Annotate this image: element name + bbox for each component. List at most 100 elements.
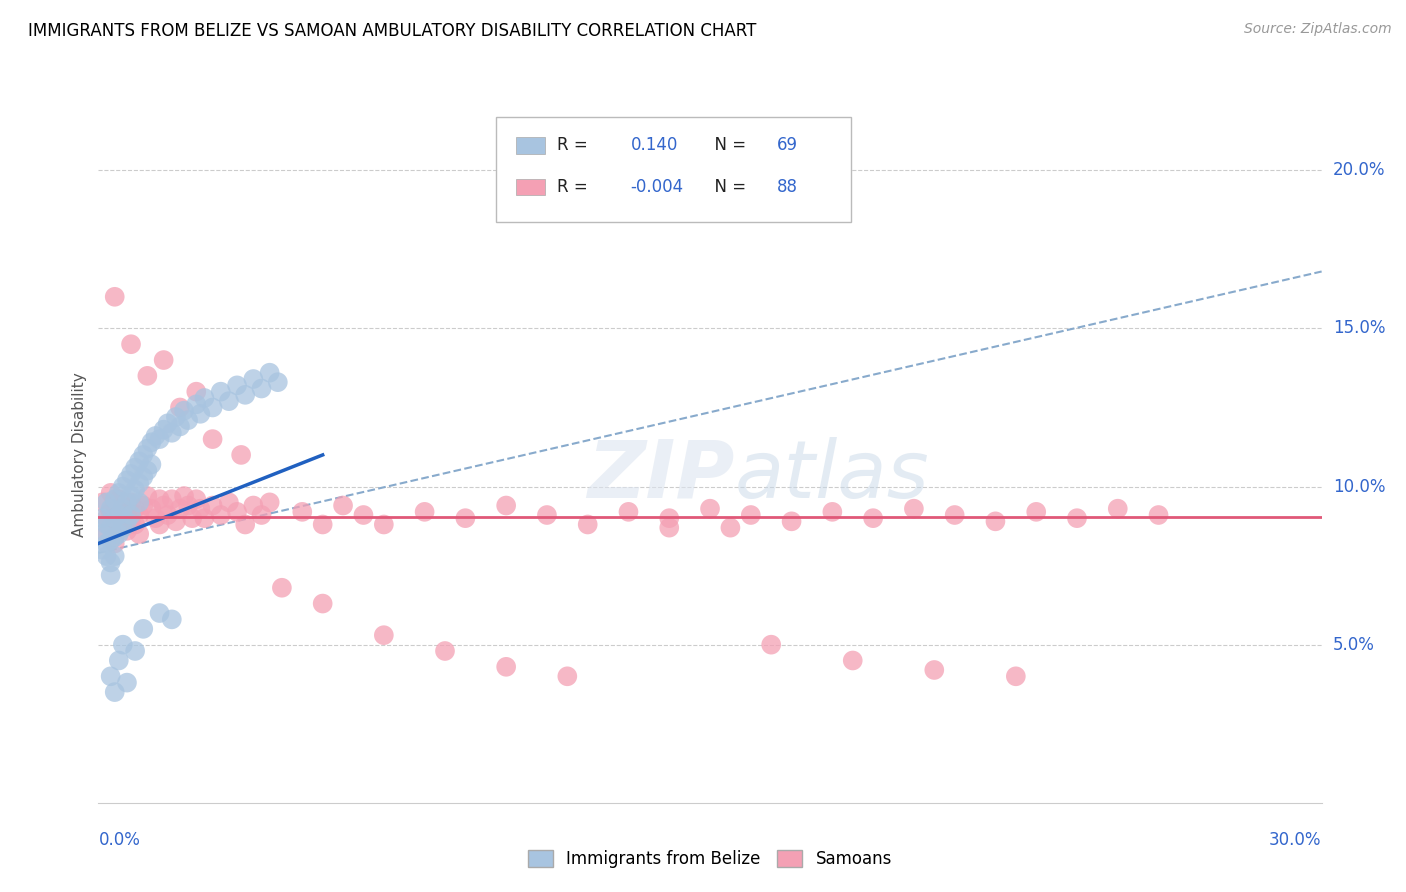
Text: R =: R = xyxy=(557,136,593,154)
Point xyxy=(115,524,138,538)
Point xyxy=(111,521,134,535)
Point xyxy=(141,435,163,450)
Point xyxy=(128,495,150,509)
Text: Source: ZipAtlas.com: Source: ZipAtlas.com xyxy=(1244,22,1392,37)
Point xyxy=(128,454,150,468)
Point xyxy=(104,530,127,544)
Point xyxy=(658,521,681,535)
Point xyxy=(108,527,131,541)
Point xyxy=(242,372,264,386)
Y-axis label: Ambulatory Disability: Ambulatory Disability xyxy=(72,373,87,537)
Point xyxy=(259,495,281,509)
Point xyxy=(128,527,150,541)
Point xyxy=(332,499,354,513)
Point xyxy=(141,501,163,516)
Point xyxy=(152,353,174,368)
Point xyxy=(209,508,232,522)
Point xyxy=(128,476,150,491)
Point xyxy=(124,460,146,475)
Point xyxy=(188,501,212,516)
Point xyxy=(149,432,172,446)
Point xyxy=(91,527,114,541)
Point xyxy=(576,517,599,532)
Point xyxy=(169,401,191,415)
Point xyxy=(291,505,314,519)
Point xyxy=(96,527,118,541)
Point xyxy=(617,505,640,519)
Point xyxy=(201,432,224,446)
Point xyxy=(943,508,966,522)
Point xyxy=(1107,501,1129,516)
Point xyxy=(124,644,146,658)
Point xyxy=(96,517,118,532)
Point xyxy=(250,508,273,522)
Point xyxy=(141,458,163,472)
Point xyxy=(132,470,155,484)
Point xyxy=(984,514,1007,528)
Point xyxy=(495,499,517,513)
Text: 5.0%: 5.0% xyxy=(1333,636,1375,654)
Point xyxy=(100,486,122,500)
Point xyxy=(740,508,762,522)
Point xyxy=(104,685,127,699)
Point xyxy=(1147,508,1170,522)
Point xyxy=(165,514,187,528)
Point xyxy=(115,495,138,509)
Point xyxy=(115,505,138,519)
Point xyxy=(111,501,134,516)
Point xyxy=(270,581,294,595)
Point xyxy=(193,511,215,525)
Point xyxy=(658,511,681,525)
Point xyxy=(149,517,172,532)
Point xyxy=(96,536,118,550)
Point xyxy=(160,425,183,440)
Legend: Immigrants from Belize, Samoans: Immigrants from Belize, Samoans xyxy=(522,843,898,874)
Text: N =: N = xyxy=(704,136,751,154)
Point xyxy=(104,511,127,525)
Point xyxy=(201,401,224,415)
Point xyxy=(495,660,517,674)
Point xyxy=(136,368,159,383)
Text: 0.0%: 0.0% xyxy=(98,830,141,848)
Point xyxy=(226,378,249,392)
Point xyxy=(108,653,131,667)
FancyBboxPatch shape xyxy=(516,178,546,195)
Point xyxy=(209,384,232,399)
Point xyxy=(233,388,256,402)
Point xyxy=(124,501,146,516)
Point xyxy=(250,382,273,396)
Point xyxy=(149,492,172,507)
Text: IMMIGRANTS FROM BELIZE VS SAMOAN AMBULATORY DISABILITY CORRELATION CHART: IMMIGRANTS FROM BELIZE VS SAMOAN AMBULAT… xyxy=(28,22,756,40)
Point xyxy=(267,375,290,389)
Point xyxy=(434,644,457,658)
Point xyxy=(124,517,146,532)
Point xyxy=(120,337,142,351)
Point xyxy=(120,489,142,503)
Text: 10.0%: 10.0% xyxy=(1333,477,1385,496)
Point xyxy=(181,511,204,525)
Text: R =: R = xyxy=(557,178,593,196)
Point xyxy=(156,417,179,431)
Point xyxy=(145,511,167,525)
Point xyxy=(177,413,200,427)
Point xyxy=(188,407,212,421)
Point xyxy=(173,489,195,503)
Point xyxy=(373,628,395,642)
Text: 30.0%: 30.0% xyxy=(1270,830,1322,848)
Text: -0.004: -0.004 xyxy=(630,178,683,196)
Point xyxy=(111,499,134,513)
Point xyxy=(120,514,142,528)
Point xyxy=(177,499,200,513)
Point xyxy=(124,483,146,497)
Point xyxy=(132,622,155,636)
Point xyxy=(132,448,155,462)
Point xyxy=(96,495,118,509)
Point xyxy=(115,473,138,487)
Point xyxy=(96,511,118,525)
Point xyxy=(699,501,721,516)
Point xyxy=(100,568,122,582)
Point xyxy=(259,366,281,380)
Point xyxy=(111,479,134,493)
Point xyxy=(193,391,215,405)
Point xyxy=(160,612,183,626)
